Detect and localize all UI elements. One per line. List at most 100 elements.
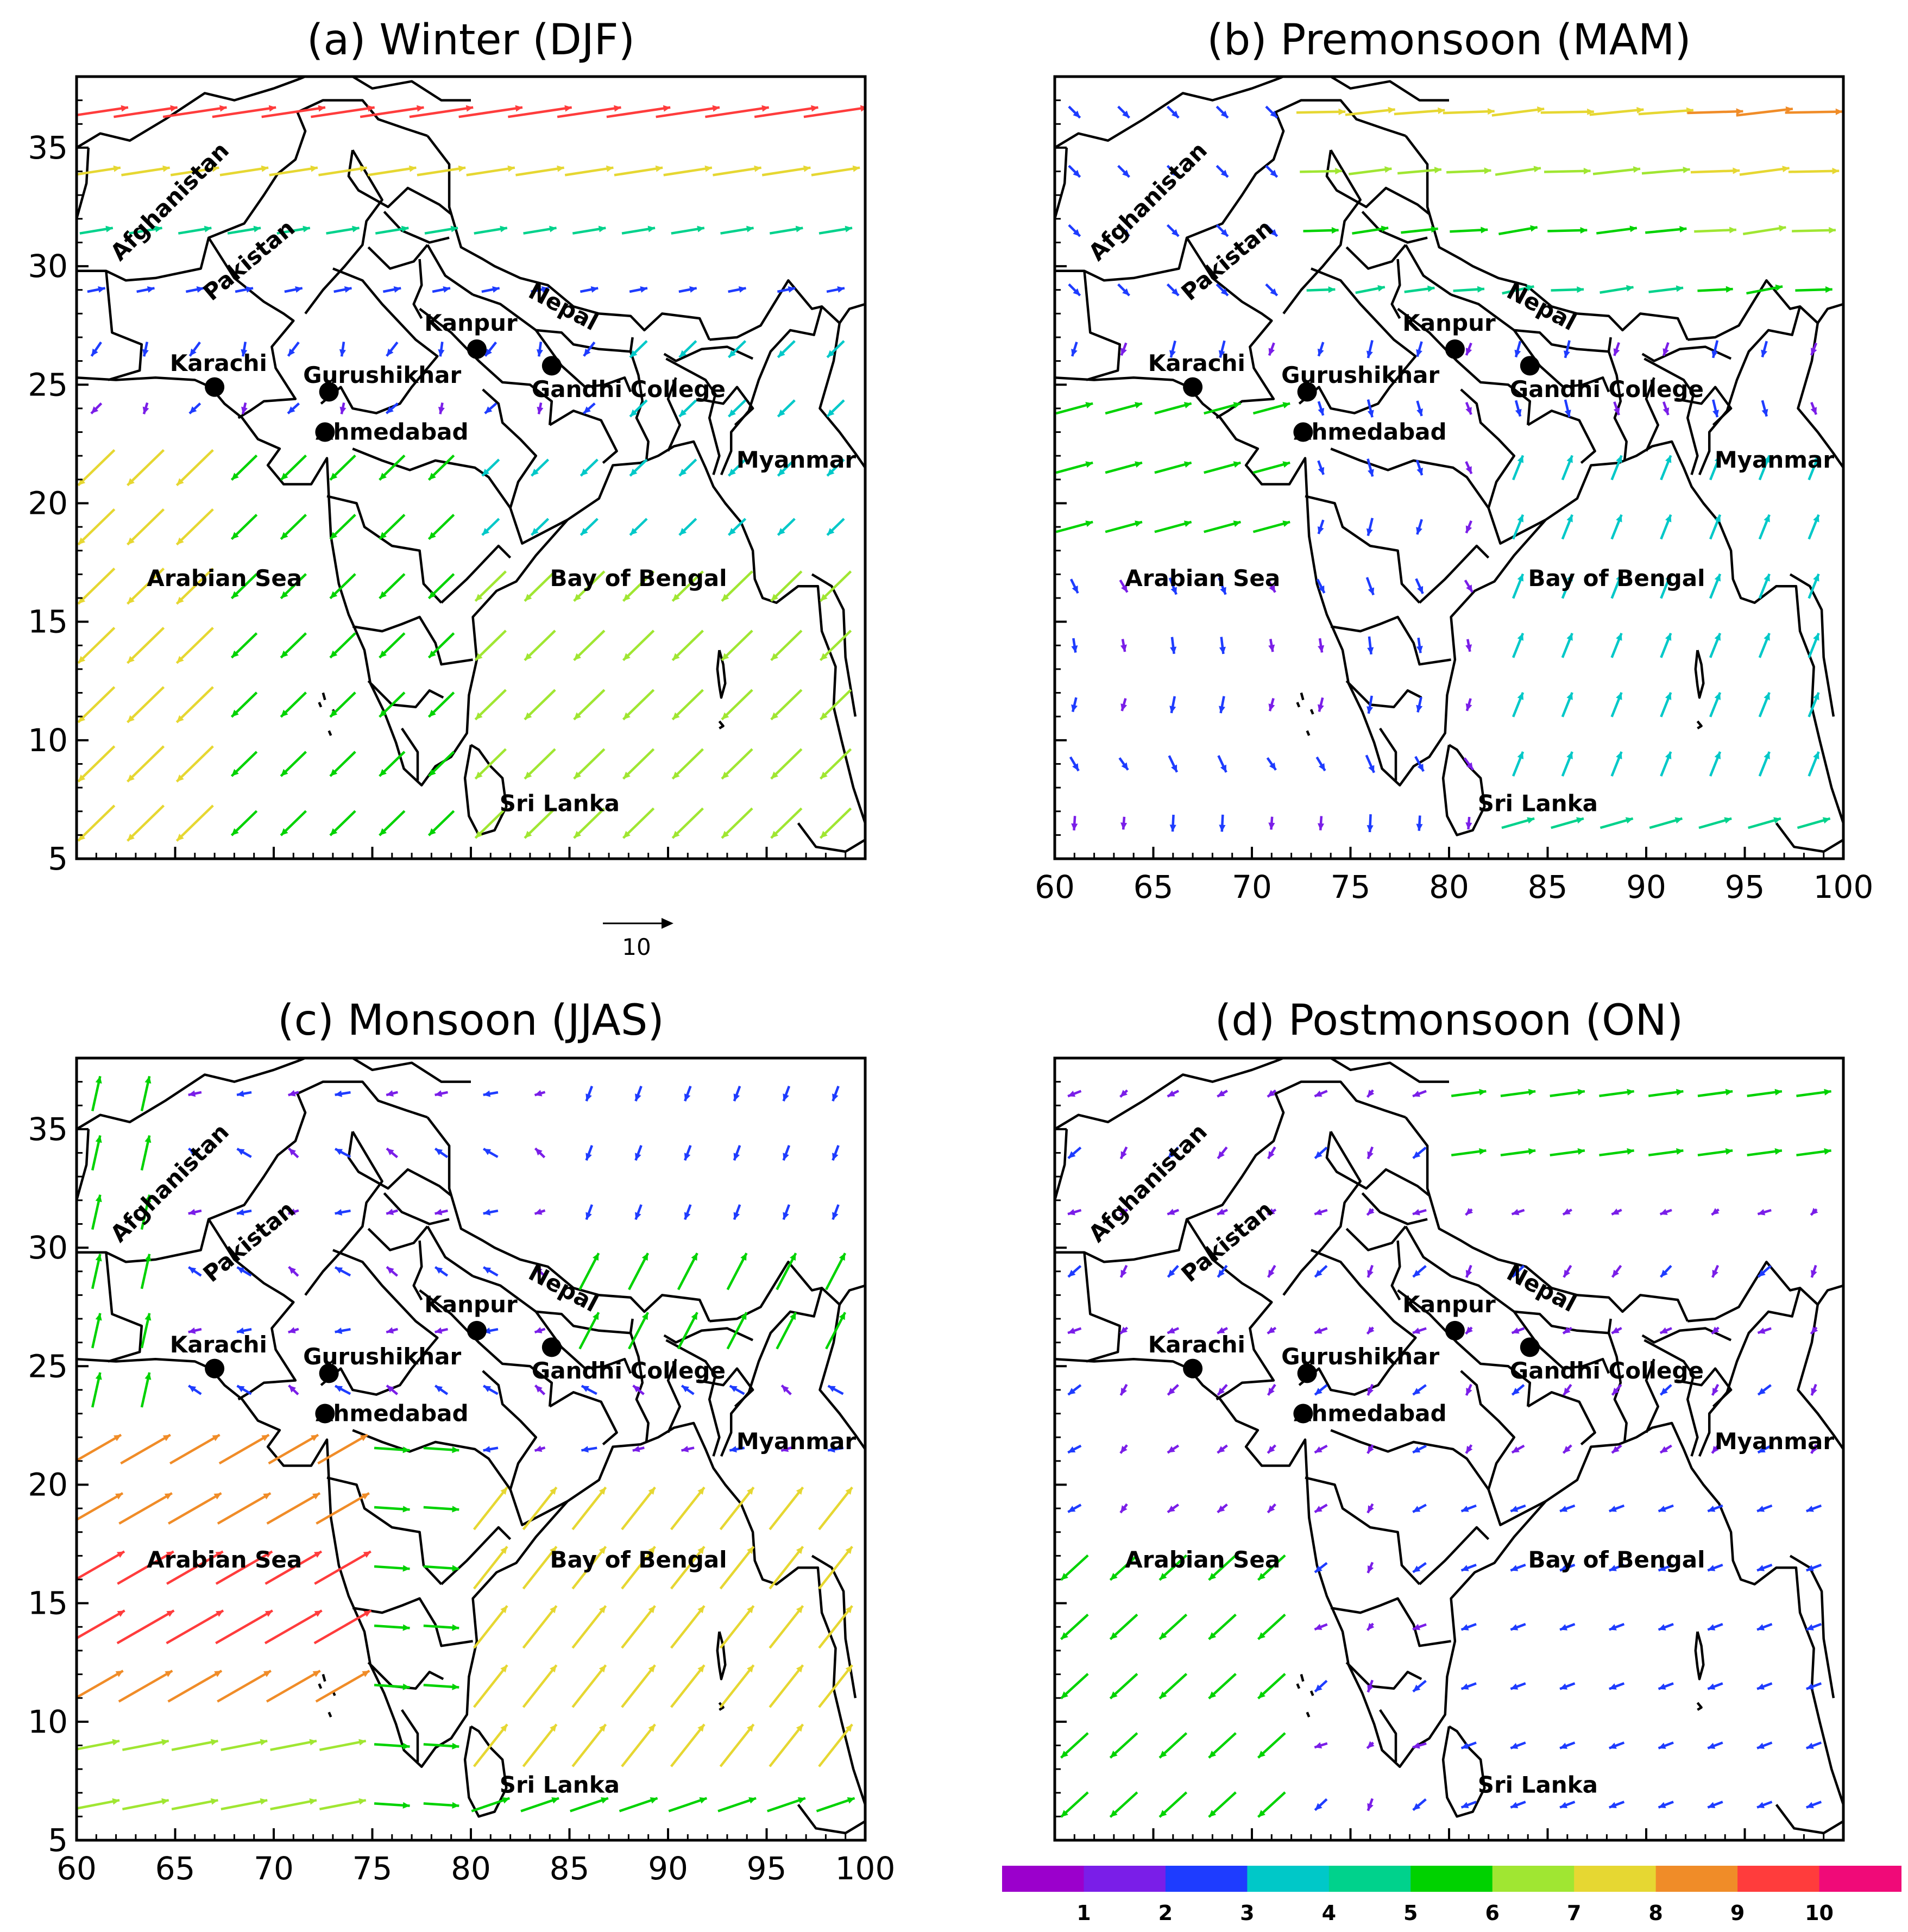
wind-arrow [1658,1504,1674,1513]
wind-arrow [269,165,318,177]
wind-arrow [1367,636,1374,655]
wind-arrow [230,632,258,659]
boundary-line [821,1284,865,1306]
wind-arrow [1596,225,1638,235]
wind-arrow [1366,1089,1375,1098]
wind-arrow [1268,816,1275,830]
wind-arrow [1412,1327,1427,1335]
wind-arrow [1268,639,1275,652]
wind-arrow [818,1664,853,1708]
wind-arrow [1610,455,1623,481]
wind-arrow [1314,1327,1328,1335]
station-marker [1520,1337,1540,1357]
wind-arrow [127,804,165,842]
boundary-line [326,1476,443,1585]
wind-arrow [1562,1208,1572,1216]
wind-arrow [385,402,399,414]
boundary-line [426,244,474,296]
x-tick-label: 70 [254,1850,294,1887]
wind-arrow [266,1670,321,1703]
boundary-line [383,1192,450,1225]
wind-vectors [1055,105,1843,833]
wind-arrow [719,1546,755,1590]
place-label: Sri Lanka [500,790,620,817]
wind-arrow [329,632,356,659]
wind-arrow [1367,1562,1374,1574]
wind-arrow [1559,1741,1576,1750]
wind-arrow [1660,751,1672,777]
wind-arrow [827,1446,844,1453]
station-label: Karachi [1148,350,1245,376]
wind-arrow [1510,1682,1526,1690]
wind-arrow [721,570,753,602]
wind-arrow [1167,1444,1180,1454]
wind-arrow [423,1624,459,1631]
wind-arrow [728,399,747,418]
wind-arrow [333,286,352,293]
wind-arrow [77,165,121,176]
wind-arrow [120,1433,171,1465]
wind-arrow [580,286,599,293]
wind-arrow [162,105,227,118]
wind-arrow [1069,756,1080,772]
wind-arrow [1757,1264,1772,1278]
wind-arrow [585,1204,594,1220]
station-label: Gurushikhar [303,1343,461,1370]
wind-arrow [819,570,852,602]
wind-arrow [1697,1088,1733,1097]
station-marker [1293,1404,1313,1424]
wind-arrow [826,518,845,536]
wind-arrow [629,458,648,477]
wind-arrow [79,225,114,235]
wind-arrow [1314,1444,1328,1454]
wind-arrow [313,1609,372,1645]
wind-arrow [1109,1791,1138,1818]
wind-arrow [721,807,753,839]
wind-arrow [1166,224,1180,237]
wind-arrow [1662,401,1670,416]
wind-arrow [721,748,753,780]
wind-arrow [1167,1209,1180,1216]
wind-arrow [1218,696,1225,714]
wind-arrow [374,1624,410,1631]
boundary-line [412,1240,423,1301]
boundary-line [549,410,618,464]
wind-arrow [671,570,704,602]
wind-arrow [374,1506,410,1513]
wind-arrow [1257,1673,1286,1700]
wind-arrow [423,1446,459,1453]
wind-arrow [1060,1732,1089,1759]
boundary-line [304,1131,383,1296]
wind-vectors [77,1075,855,1813]
wind-arrow [1117,165,1130,178]
boundary-line [207,237,297,419]
station-label: Ahmedabad [1294,419,1447,445]
wind-arrow [116,1609,175,1645]
wind-arrow [1806,1623,1822,1631]
wind-arrow [1217,1146,1228,1160]
wind-arrow [1314,1679,1328,1693]
x-tick-label: 60 [56,1850,97,1887]
wind-arrow [770,748,803,780]
boundary-line [1298,1249,1417,1396]
wind-arrow [1465,461,1473,475]
colorbar-swatch [1410,1866,1493,1892]
wind-arrow [217,1492,272,1525]
wind-arrow [427,514,455,540]
wind-arrow [175,686,214,723]
wind-arrow [1119,1208,1129,1216]
y-tick-label: 10 [28,722,68,759]
wind-arrow [1609,1504,1625,1513]
wind-arrow [1660,455,1672,481]
wind-vectors [1060,1088,1831,1818]
wind-arrow [1510,1623,1526,1631]
boundary-line [1330,1597,1451,1647]
wind-arrow [474,630,507,662]
wind-arrow [427,454,455,481]
wind-arrow [1355,285,1386,294]
wind-arrow [677,1312,698,1350]
wind-arrow [1158,1554,1188,1581]
wind-arrow [1055,402,1093,415]
wind-arrow [379,810,406,836]
boundary-line [426,1225,474,1277]
